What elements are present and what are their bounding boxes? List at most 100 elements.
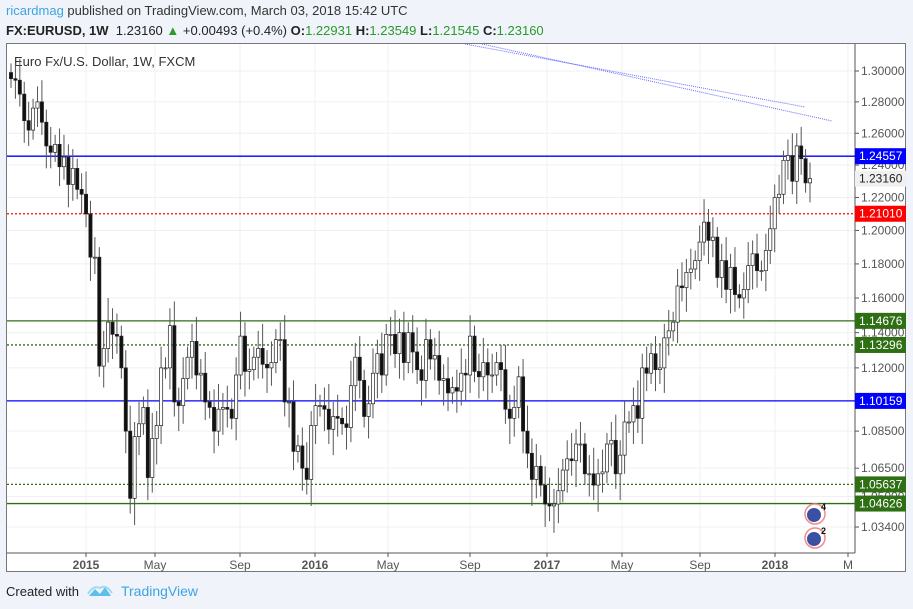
candle-down (79, 189, 84, 195)
candle-down (755, 253, 759, 272)
candle-up (251, 356, 256, 371)
candle-down (322, 405, 327, 410)
candle-up (388, 334, 393, 336)
candle-down (463, 372, 468, 376)
candle-down (212, 407, 217, 432)
candle-down (265, 363, 269, 369)
y-tick-label: 1.12000 (861, 361, 905, 375)
candle-down (521, 376, 526, 432)
candle-up (450, 387, 455, 394)
candle-down (547, 503, 552, 507)
candle-down (472, 335, 477, 372)
candle-down (13, 78, 18, 81)
price-label-bg (855, 148, 906, 165)
candle-up (768, 228, 773, 251)
candle-down (799, 145, 804, 160)
x-tick-label: Sep (229, 558, 251, 572)
candle-down (300, 445, 305, 469)
candle-down (39, 101, 44, 123)
candle-down (229, 408, 234, 419)
candle-down (613, 439, 618, 475)
candle-up (375, 353, 380, 374)
candle-up (494, 362, 499, 376)
candle-down (591, 473, 596, 486)
candle-down (543, 484, 548, 505)
candle-up (741, 289, 746, 299)
candle-up (181, 378, 186, 406)
candle-down (176, 401, 181, 406)
candle-up (702, 221, 707, 243)
candle-down (485, 362, 490, 376)
candle-down (454, 387, 459, 392)
author-link[interactable]: ricardmag (6, 3, 64, 18)
candle-up (92, 256, 97, 259)
candle-down (790, 155, 795, 182)
trend-line (481, 43, 833, 122)
candle-down (362, 380, 367, 417)
candle-up (273, 339, 278, 363)
candle-up (163, 367, 168, 370)
candle-down (706, 221, 711, 241)
candle-up (159, 367, 164, 426)
candle-down (569, 458, 574, 462)
candle-up (31, 107, 36, 131)
y-tick-label: 1.08500 (861, 424, 905, 438)
candle-up (534, 465, 539, 480)
published-text: published on TradingView.com, March 03, … (67, 3, 408, 18)
candle-up (785, 155, 790, 161)
candle-up (662, 337, 667, 369)
candle-up (481, 362, 486, 378)
candle-up (62, 156, 66, 168)
candle-down (680, 285, 684, 289)
candle-up (348, 385, 353, 428)
candle-up (70, 167, 75, 185)
candle-down (503, 369, 508, 410)
tradingview-logo-icon (87, 585, 113, 596)
candle-up (167, 325, 172, 369)
candle-up (132, 436, 137, 499)
candle-up (649, 353, 654, 374)
candle-up (150, 438, 155, 478)
candle-up (313, 405, 318, 426)
candle-down (260, 348, 265, 365)
candle-down (145, 407, 150, 478)
candle-down (57, 144, 62, 168)
candle-up (596, 473, 601, 486)
candle-up (600, 471, 605, 475)
candle-down (172, 325, 177, 403)
candle-down (207, 401, 212, 408)
tradingview-link[interactable]: TradingView (120, 583, 199, 599)
price-label: 1.05637 (859, 477, 903, 491)
candle-down (538, 465, 543, 486)
candle-down (243, 335, 247, 372)
candle-down (194, 341, 199, 376)
candle-up (406, 332, 411, 363)
eu-flag-icon (807, 508, 821, 522)
candle-down (291, 401, 296, 452)
close-value: 1.23160 (496, 23, 544, 38)
candle-up (234, 374, 239, 419)
candle-up (397, 332, 402, 355)
candle-up (693, 260, 698, 270)
candle-up (627, 421, 631, 424)
candle-up (640, 367, 645, 419)
x-tick-label: May (144, 558, 167, 572)
x-tick-label: Sep (459, 558, 481, 572)
candle-down (401, 332, 406, 363)
candle-up (137, 423, 141, 437)
symbol: FX:EURUSD, 1W (6, 23, 109, 38)
candle-up (781, 159, 786, 195)
last-price-label: 1.23160 (859, 172, 903, 186)
candle-up (587, 473, 592, 476)
candle-down (335, 416, 340, 419)
candle-down (203, 372, 208, 403)
candle-down (17, 79, 22, 95)
x-tick-label: May (377, 558, 400, 572)
event-badge-count: 2 (821, 526, 826, 536)
candle-up (719, 260, 724, 278)
y-tick-label: 1.14000 (861, 326, 905, 340)
created-with-text: Created with (6, 583, 79, 599)
candle-down (737, 294, 742, 299)
candle-down (582, 443, 587, 475)
